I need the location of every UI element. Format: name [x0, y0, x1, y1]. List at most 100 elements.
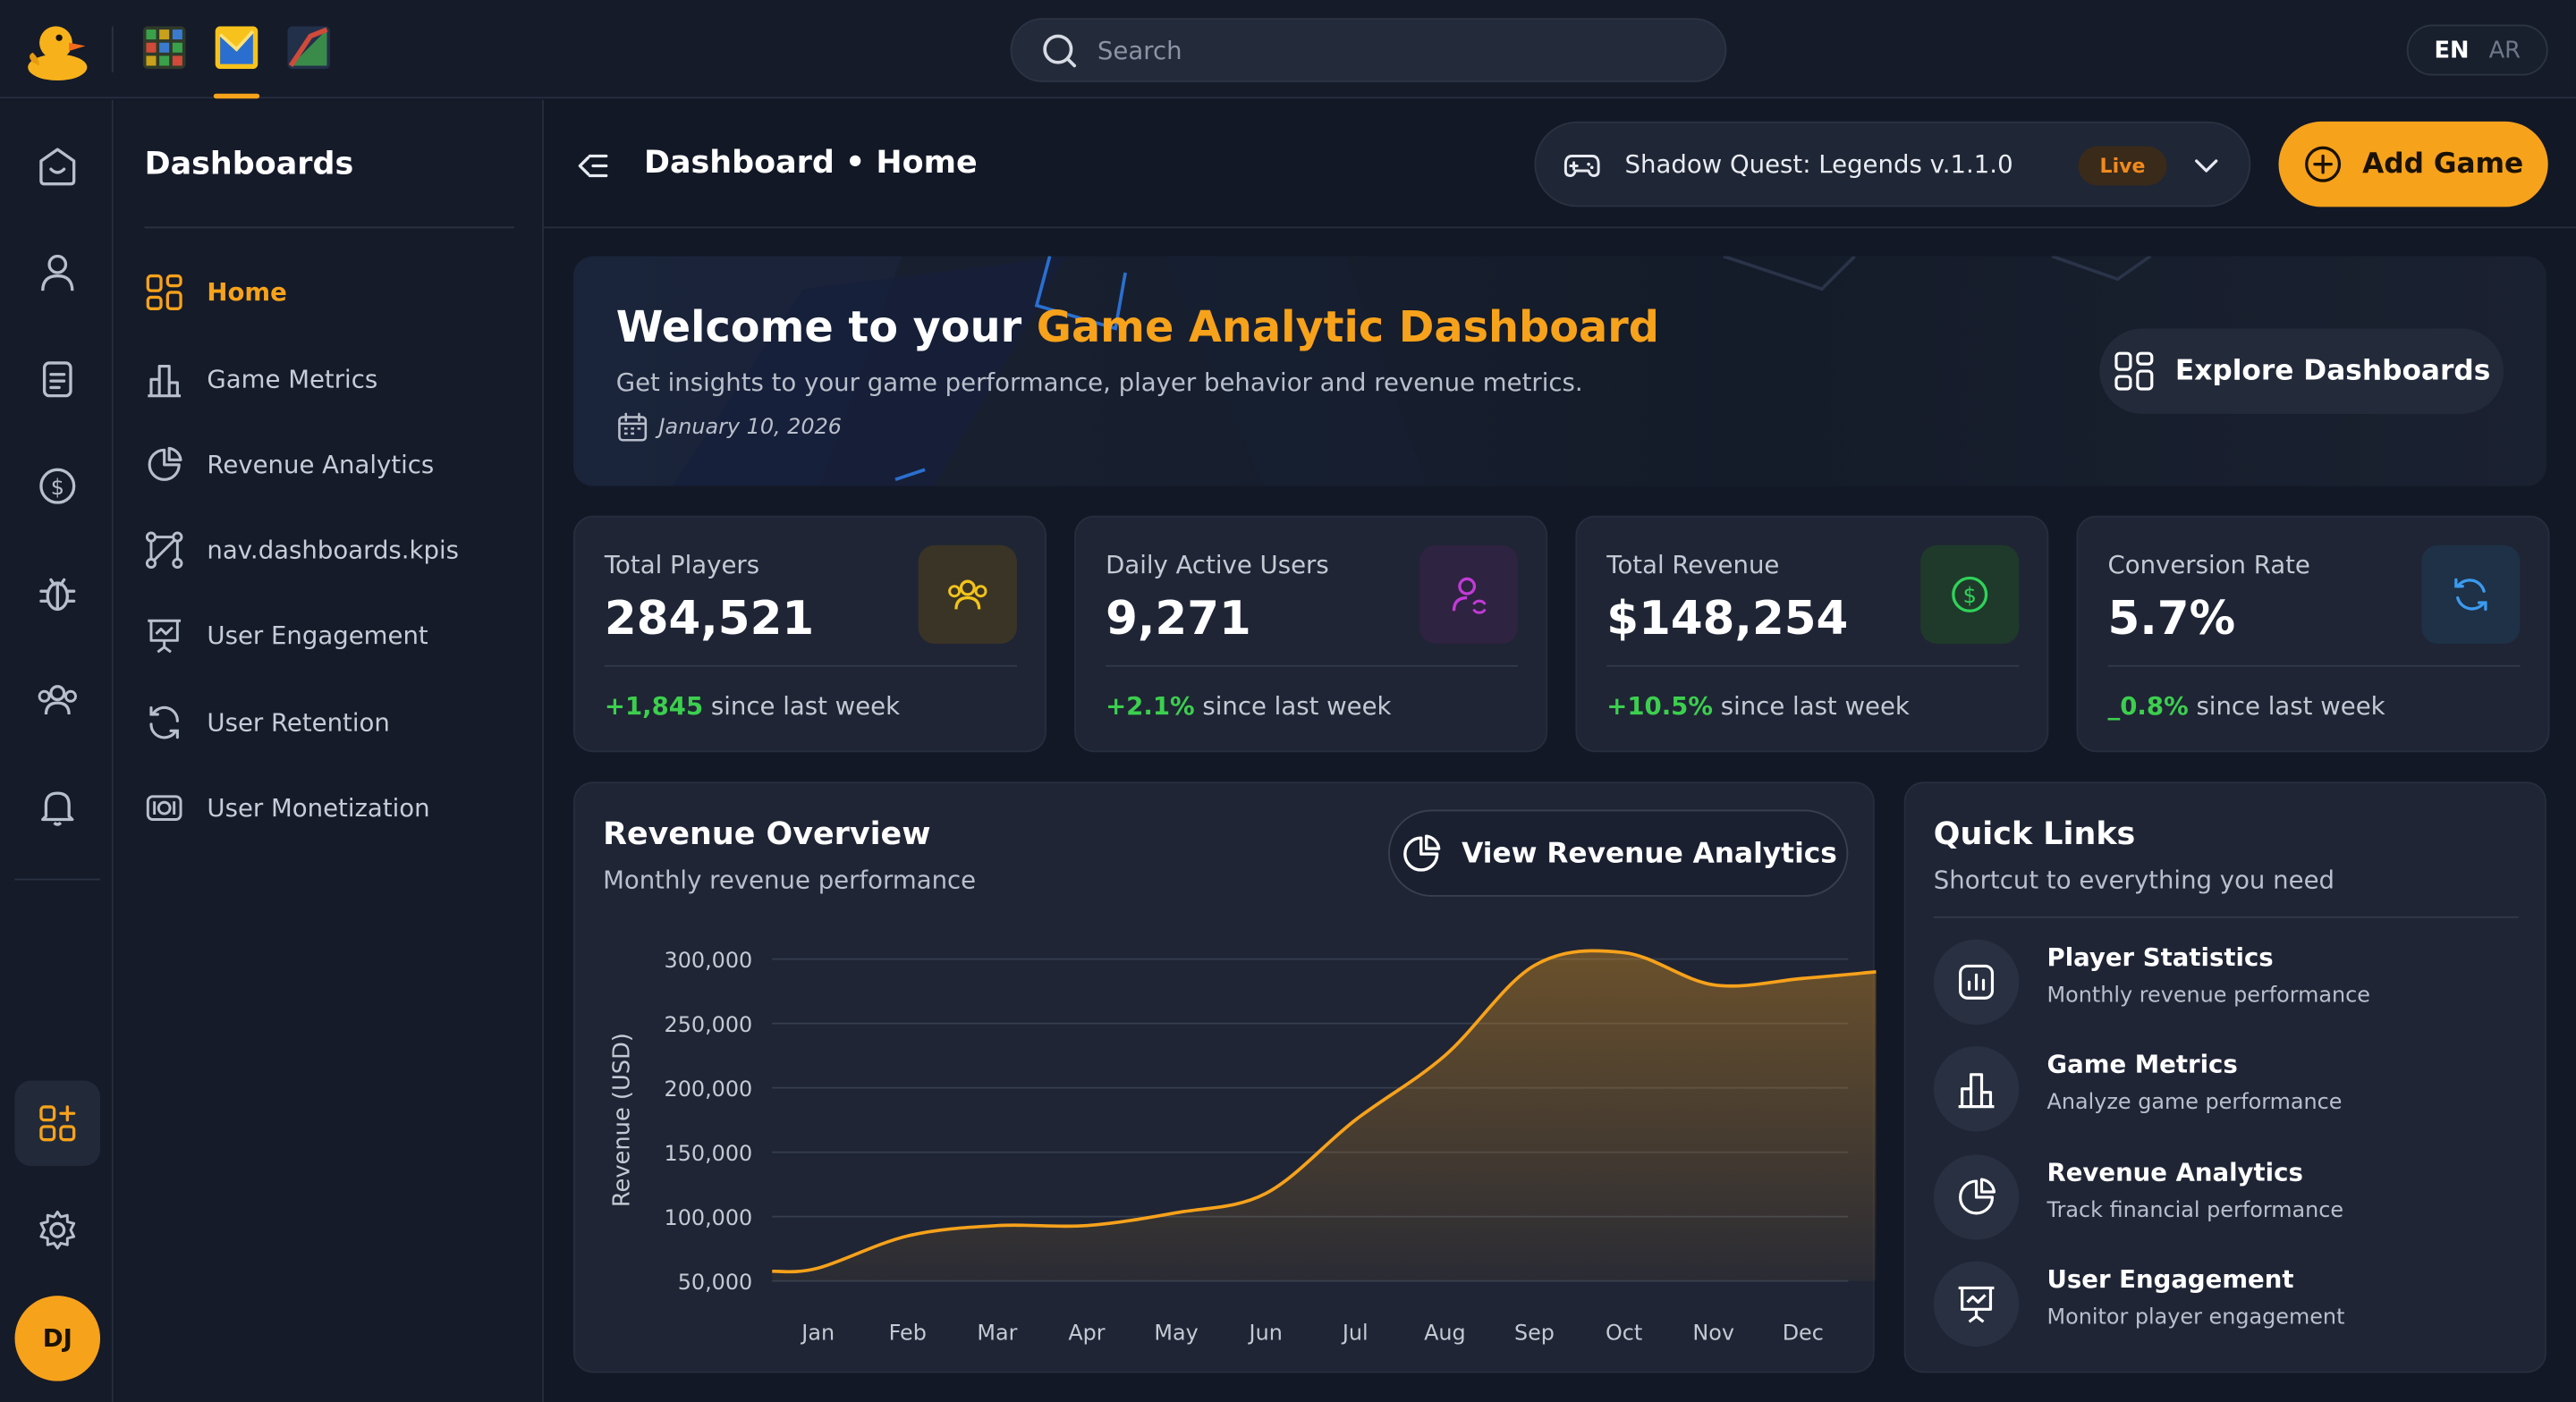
presentation-icon [145, 616, 184, 655]
rail-users-button[interactable] [33, 248, 82, 297]
sidebar-item-label: Home [207, 277, 287, 308]
divider [2107, 664, 2521, 667]
y-tick-label: 50,000 [678, 1270, 752, 1295]
y-tick-label: 100,000 [665, 1205, 753, 1230]
rail-home-button[interactable] [33, 141, 82, 190]
revenue-subtitle: Monthly revenue performance [603, 865, 977, 896]
sidebar-item-label: Revenue Analytics [207, 450, 435, 480]
sidebar-item-user-retention[interactable]: User Retention [145, 699, 390, 745]
sidebar-item-game-metrics[interactable]: Game Metrics [145, 357, 377, 402]
stat-delta-value: _0.8% [2107, 691, 2189, 722]
rail-revenue-button[interactable]: $ [33, 461, 82, 511]
stat-card-daily-active-users: Daily Active Users 9,271 +2.1% since las… [1074, 515, 1548, 753]
stat-label: Conversion Rate [2107, 550, 2310, 580]
bar-chart-icon [145, 359, 184, 399]
rail-reports-button[interactable] [33, 355, 82, 404]
dollar-icon: $ [1952, 576, 1988, 612]
sidebar-item-label: User Monetization [207, 793, 430, 823]
quick-link-icon-wrap [1933, 1261, 2020, 1347]
rail-settings-button[interactable] [33, 1205, 82, 1254]
search-input[interactable] [1097, 35, 1690, 65]
quick-link-player-statistics[interactable]: Player Statistics Monthly revenue perfor… [1933, 939, 2519, 1026]
quick-link-icon-wrap [1933, 1154, 2020, 1240]
sidebar-item-home[interactable]: Home [145, 269, 287, 315]
document-icon [42, 361, 72, 398]
dashboard-add-icon [39, 1105, 76, 1142]
quick-link-title: Game Metrics [2046, 1049, 2238, 1079]
active-game-indicator [213, 93, 260, 99]
welcome-title-prefix: Welcome to your [615, 303, 1037, 353]
sidebar-item-user-monetization[interactable]: User Monetization [145, 785, 430, 831]
x-tick-label: May [1154, 1321, 1198, 1346]
game-thumbnail-active-icon[interactable] [215, 26, 258, 70]
divider [1933, 916, 2519, 918]
revenue-line [772, 949, 1877, 1274]
rail-community-button[interactable] [33, 675, 82, 724]
divider [14, 878, 101, 881]
quick-link-revenue-analytics[interactable]: Revenue Analytics Track financial perfor… [1933, 1154, 2519, 1240]
y-axis-label: Revenue (USD) [608, 1033, 635, 1207]
game-selector[interactable]: Shadow Quest: Legends v.1.1.0 Live [1534, 121, 2251, 207]
lang-ar[interactable]: AR [2488, 37, 2521, 63]
quick-link-title: Player Statistics [2046, 942, 2274, 973]
welcome-title: Welcome to your Game Analytic Dashboard [616, 304, 1659, 353]
gear-icon [39, 1211, 76, 1250]
stat-delta: +1,845 since last week [605, 691, 900, 721]
gamepad-icon [1563, 155, 1600, 177]
search-bar[interactable] [1010, 18, 1727, 82]
presentation-icon [1958, 1286, 1995, 1323]
dashboard-grid-icon [145, 273, 184, 312]
sidebar-item-kpis[interactable]: nav.dashboards.kpis [145, 528, 459, 573]
divider [604, 664, 1017, 667]
pie-chart-icon [145, 445, 184, 485]
rail-bugs-button[interactable] [33, 568, 82, 617]
rail-notifications-button[interactable] [33, 781, 82, 831]
add-game-button[interactable]: Add Game [2278, 121, 2548, 207]
sidebar-item-user-engagement[interactable]: User Engagement [145, 612, 428, 658]
quick-link-desc: Track financial performance [2046, 1198, 2344, 1224]
page-header: Dashboard • Home Shadow Quest: Legends v… [543, 100, 2576, 229]
divider [1606, 664, 2020, 667]
x-tick-label: Feb [889, 1321, 927, 1346]
stat-delta-suffix: since last week [703, 691, 901, 722]
top-bar: EN AR [0, 0, 2576, 99]
quick-link-title: User Engagement [2046, 1264, 2294, 1295]
collapse-sidebar-icon[interactable] [573, 146, 613, 185]
quick-link-game-metrics[interactable]: Game Metrics Analyze game performance [1933, 1045, 2519, 1132]
y-tick-label: 150,000 [665, 1141, 753, 1166]
quick-link-user-engagement[interactable]: User Engagement Monitor player engagemen… [1933, 1261, 2519, 1347]
users-icon [948, 579, 987, 610]
sidebar-item-revenue-analytics[interactable]: Revenue Analytics [145, 442, 435, 487]
quick-link-desc: Monitor player engagement [2046, 1305, 2345, 1330]
stat-delta-suffix: since last week [2188, 691, 2385, 722]
welcome-banner: Welcome to your Game Analytic Dashboard … [573, 256, 2546, 486]
stat-value: 284,521 [604, 591, 815, 646]
date-text: January 10, 2026 [658, 414, 842, 440]
divider [144, 226, 514, 229]
smile-house-icon [39, 148, 76, 186]
game-thumbnail-icon[interactable] [142, 26, 186, 70]
stat-delta: +10.5% since last week [1606, 691, 1910, 721]
avatar[interactable]: DJ [14, 1296, 101, 1381]
rail-dashboards-icon-wrap[interactable] [33, 1099, 82, 1148]
quick-links-panel: Quick Links Shortcut to everything you n… [1903, 781, 2546, 1373]
stat-value: 5.7% [2107, 591, 2236, 646]
stat-delta-value: +1,845 [604, 691, 704, 722]
language-toggle[interactable]: EN AR [2406, 24, 2548, 76]
sidebar-item-label: nav.dashboards.kpis [207, 535, 460, 565]
quick-link-icon-wrap [1933, 1045, 2020, 1132]
duck-logo-icon[interactable] [23, 20, 89, 82]
chevron-down-icon[interactable] [2190, 149, 2223, 182]
quick-link-icon-wrap [1933, 939, 2020, 1026]
revenue-title: Revenue Overview [603, 815, 931, 853]
explore-dashboards-button[interactable]: Explore Dashboards [2099, 328, 2504, 414]
sidebar-item-label: User Engagement [207, 621, 428, 651]
view-revenue-analytics-button[interactable]: View Revenue Analytics [1388, 809, 1849, 897]
lang-en[interactable]: EN [2434, 37, 2470, 63]
game-thumbnail-icon[interactable] [287, 26, 331, 70]
stat-card-total-players: Total Players 284,521 +1,845 since last … [573, 515, 1046, 753]
stat-icon-box: $ [1920, 545, 2020, 644]
stat-label: Daily Active Users [1106, 550, 1329, 580]
revenue-chart: 50,000 100,000 150,000 200,000 250,000 300,00… [608, 948, 1877, 1346]
rail-dashboards-button[interactable] [14, 1080, 101, 1167]
